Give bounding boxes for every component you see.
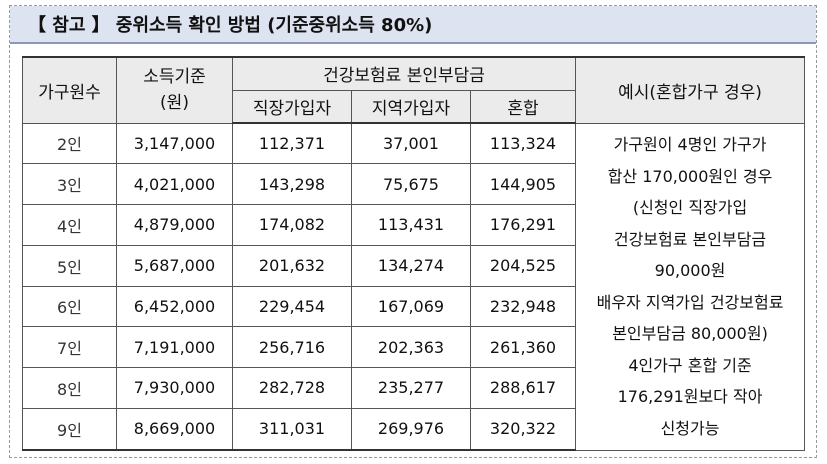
mixed-premium-cell: 144,905: [469, 163, 577, 205]
household-cell: 3인: [22, 163, 117, 205]
income-cell: 7,191,000: [116, 326, 233, 368]
regional-premium-cell: 167,069: [351, 285, 471, 328]
income-cell: 5,687,000: [116, 244, 233, 287]
table-row: 9인 8,669,000 311,031 269,976 320,322: [22, 407, 805, 451]
example-line: 합산 170,000원인 경우: [607, 166, 773, 186]
mixed-premium-cell: 288,617: [469, 367, 577, 409]
header-employee: 직장가입자: [232, 89, 352, 124]
regional-premium-cell: 75,675: [351, 163, 471, 205]
header-premium-group: 건강보험료 본인부담금: [231, 56, 577, 91]
employee-premium-cell: 229,454: [232, 285, 352, 328]
regional-premium-cell: 269,976: [351, 407, 471, 451]
regional-premium-cell: 235,277: [351, 367, 471, 409]
header-regional: 지역가입자: [351, 89, 471, 124]
mixed-premium-cell: 320,322: [469, 407, 577, 451]
table-row: 2인 3,147,000 112,371 37,001 113,324 가구원이…: [22, 122, 806, 451]
header-example: 예시(혼합가구 경우): [575, 56, 806, 124]
header-mixed: 혼합: [469, 89, 577, 124]
page-title: 【 참고 】 중위소득 확인 방법 (기준중위소득 80%): [10, 6, 816, 44]
table-row: 8인 7,930,000 282,728 235,277 288,617: [22, 367, 805, 409]
example-line: 본인부담금 80,000원): [612, 324, 768, 343]
employee-premium-cell: 311,031: [232, 407, 352, 451]
employee-premium-cell: 201,632: [232, 244, 352, 287]
mixed-premium-cell: 113,324: [469, 122, 577, 165]
header-household: 가구원수: [22, 56, 117, 124]
income-cell: 7,930,000: [116, 367, 233, 409]
table-row: 5인 5,687,000 201,632 134,274 204,525: [22, 244, 805, 287]
income-cell: 4,879,000: [116, 204, 233, 246]
example-line: 배우자 지역가입 건강보험료: [596, 292, 784, 312]
mixed-premium-cell: 232,948: [469, 285, 577, 328]
example-line: 신청가능: [660, 418, 720, 438]
regional-premium-cell: 113,431: [351, 204, 471, 246]
employee-premium-cell: 143,298: [232, 163, 352, 205]
household-cell: 8인: [22, 367, 117, 409]
income-cell: 6,452,000: [116, 285, 233, 328]
income-cell: 3,147,000: [116, 122, 233, 165]
income-cell: 8,669,000: [116, 407, 233, 451]
mixed-premium-cell: 261,360: [469, 326, 577, 368]
example-line: 가구원이 4명인 가구가: [613, 135, 767, 154]
example-line: 176,291원보다 작아: [617, 387, 763, 406]
example-line: 4인가구 혼합 기준: [628, 355, 752, 375]
regional-premium-cell: 202,363: [351, 326, 471, 368]
mixed-premium-cell: 204,525: [469, 244, 577, 287]
household-cell: 2인: [22, 122, 117, 165]
household-cell: 9인: [22, 407, 117, 451]
header-income-line2: (원): [160, 93, 189, 114]
table-row: 7인 7,191,000 256,716 202,363 261,360: [22, 326, 805, 368]
example-cell: 가구원이 4명인 가구가 합산 170,000원인 경우 (신청인 직장가입 건…: [575, 122, 806, 451]
header-income-line1: 소득기준: [143, 67, 206, 88]
household-cell: 4인: [22, 204, 117, 246]
income-criteria-table: 가구원수 소득기준 (원) 건강보험료 본인부담금 예시(혼합가구 경우) 직장…: [22, 56, 806, 451]
example-line: 건강보험료 본인부담금: [613, 229, 767, 249]
mixed-premium-cell: 176,291: [469, 204, 577, 246]
example-line: (신청인 직장가입: [632, 198, 748, 217]
household-cell: 6인: [22, 285, 117, 328]
regional-premium-cell: 37,001: [351, 122, 471, 165]
employee-premium-cell: 174,082: [232, 204, 352, 246]
household-cell: 5인: [22, 244, 117, 287]
employee-premium-cell: 282,728: [232, 367, 352, 409]
header-income: 소득기준 (원): [116, 56, 233, 124]
table-row: 4인 4,879,000 174,082 113,431 176,291: [22, 204, 805, 246]
household-cell: 7인: [22, 326, 117, 368]
example-line: 90,000원: [654, 261, 726, 280]
employee-premium-cell: 112,371: [232, 122, 352, 165]
regional-premium-cell: 134,274: [351, 244, 471, 287]
employee-premium-cell: 256,716: [232, 326, 352, 368]
income-cell: 4,021,000: [116, 163, 233, 205]
